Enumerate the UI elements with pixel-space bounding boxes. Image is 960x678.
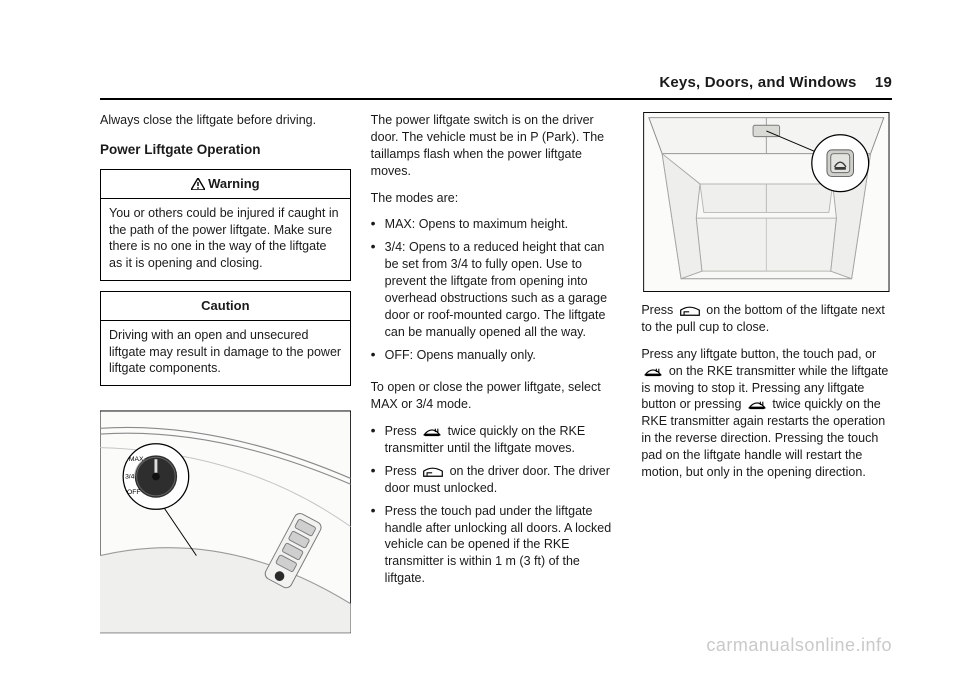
liftgate-remote-icon (643, 366, 663, 378)
open-step-2: Press on the driver door. The driver doo… (371, 463, 622, 497)
open-step-2a: Press (385, 464, 420, 478)
open-step-1: Press twice quickly on the RKE transmitt… (371, 423, 622, 457)
page-number: 19 (875, 74, 892, 91)
figure-liftgate-button (641, 112, 892, 292)
dial-label-off: OFF (127, 489, 140, 496)
liftgate-remote-icon (422, 426, 442, 438)
open-step-3: Press the touch pad under the liftgate h… (371, 503, 622, 587)
mode-34: 3/4: Opens to a reduced height that can … (371, 239, 622, 340)
page-header: Keys, Doors, and Windows 19 (659, 74, 892, 91)
dial-label-34: 3/4 (125, 474, 135, 481)
col3-p1: Press on the bottom of the liftgate next… (641, 302, 892, 336)
col3-p2: Press any liftgate button, the touch pad… (641, 346, 892, 481)
figure-door-dial: MAX 3/4 OFF (100, 396, 351, 648)
caution-box: Caution Driving with an open and unsecur… (100, 291, 351, 386)
intro-paragraph: Always close the liftgate before driving… (100, 112, 351, 129)
manual-page: Keys, Doors, and Windows 19 Always close… (0, 0, 960, 678)
col2-p1: The power liftgate switch is on the driv… (371, 112, 622, 180)
col3-p2a: Press any liftgate button, the touch pad… (641, 347, 876, 361)
modes-intro: The modes are: (371, 190, 622, 207)
section-title: Keys, Doors, and Windows (659, 74, 856, 91)
mode-off: OFF: Opens manually only. (371, 347, 622, 364)
warning-box: Warning You or others could be injured i… (100, 169, 351, 281)
warning-title: Warning (101, 170, 350, 199)
warning-triangle-icon (191, 178, 205, 190)
mode-max: MAX: Opens to maximum height. (371, 216, 622, 233)
warning-title-text: Warning (208, 176, 260, 191)
modes-list: MAX: Opens to maximum height. 3/4: Opens… (371, 216, 622, 369)
liftgate-close-icon (679, 305, 701, 317)
warning-body: You or others could be injured if caught… (101, 199, 350, 281)
col3-p1a: Press (641, 303, 676, 317)
caution-body: Driving with an open and unsecured liftg… (101, 321, 350, 386)
liftgate-remote-icon (747, 399, 767, 411)
open-steps: Press twice quickly on the RKE transmitt… (371, 423, 622, 593)
column-3: Press on the bottom of the liftgate next… (641, 112, 892, 648)
liftgate-door-icon (422, 466, 444, 478)
dial-label-max: MAX (129, 456, 144, 463)
open-intro: To open or close the power liftgate, sel… (371, 379, 622, 413)
content-columns: Always close the liftgate before driving… (100, 112, 892, 648)
open-step-1a: Press (385, 424, 420, 438)
header-rule (100, 98, 892, 100)
column-2: The power liftgate switch is on the driv… (371, 112, 622, 648)
subheading-power-liftgate: Power Liftgate Operation (100, 141, 351, 159)
caution-title: Caution (101, 292, 350, 321)
column-1: Always close the liftgate before driving… (100, 112, 351, 648)
